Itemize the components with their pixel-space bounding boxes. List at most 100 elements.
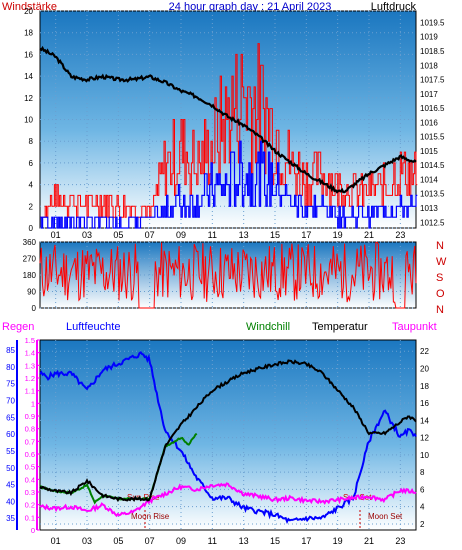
temp-tick-label: 14: [420, 416, 429, 425]
x-tick-label: 13: [239, 230, 249, 240]
x-tick-label: 07: [145, 536, 155, 546]
pressure-tick-label: 1013: [420, 204, 438, 213]
pressure-tick-label: 1017.5: [420, 76, 445, 85]
x-tick-label: 11: [208, 230, 217, 240]
wind-direction-line: [39, 241, 417, 309]
x-tick-label: 01: [51, 230, 61, 240]
temperature-line: [39, 359, 417, 503]
humidity-tick-label: 70: [6, 397, 15, 406]
compass-label: N: [436, 240, 444, 252]
temp-tick-label: 18: [420, 382, 429, 391]
legend-windchill: Windchill: [246, 321, 290, 333]
rain-tick-label: 0: [31, 526, 35, 535]
direction-axis: 0 90 180 270 360: [23, 238, 37, 313]
x-tick-label: 05: [113, 230, 123, 240]
pressure-tick-label: 1013.5: [420, 190, 445, 199]
x-tick-label: 11: [208, 536, 217, 546]
humidity-axis: 35 40 45 50 55 60 65 70 75 80 85: [6, 340, 18, 530]
x-tick-label: 17: [301, 536, 311, 546]
humidity-tick-label: 60: [6, 430, 15, 439]
pressure-line: [39, 45, 417, 194]
pressure-tick-label: 1017: [420, 90, 438, 99]
x-tick-label: 09: [176, 536, 186, 546]
temperature-axis: 2 4 6 8 10 12 14 16 18 20 22: [420, 347, 429, 529]
wind-tick-label: 14: [24, 72, 33, 81]
pressure-tick-label: 1016.5: [420, 104, 445, 113]
temp-tick-label: 8: [420, 468, 425, 477]
wind-tick-label: 2: [29, 202, 34, 211]
rain-tick-label: 0.2: [25, 501, 35, 510]
rain-tick-label: 1.4: [25, 349, 35, 358]
rain-tick-label: 0.7: [25, 437, 35, 446]
x-tick-label: 13: [239, 536, 249, 546]
humidity-tick-label: 40: [6, 497, 15, 506]
x-tick-label: 05: [113, 536, 123, 546]
x-tick-label: 23: [395, 536, 405, 546]
temperature-grid: [40, 340, 416, 530]
rain-tick-label: 0.6: [25, 450, 35, 459]
pressure-tick-label: 1019: [420, 33, 438, 42]
temp-tick-label: 16: [420, 399, 429, 408]
wind-tick-label: 16: [24, 50, 33, 59]
wind-average-line: [40, 140, 418, 229]
direction-tick-label: 270: [23, 255, 37, 264]
x-tick-label: 19: [333, 230, 343, 240]
humidity-tick-label: 75: [6, 380, 15, 389]
rain-tick-label: 0.9: [25, 412, 35, 421]
header-left: Windstärke: [2, 1, 57, 13]
header-title: 24 hour graph day : 21 April 2023: [169, 1, 332, 13]
x-tick-label: 03: [82, 536, 92, 546]
rain-tick-label: 0.5: [25, 463, 35, 472]
direction-tick-label: 180: [23, 271, 37, 280]
rain-tick-label: 1.5: [25, 336, 35, 345]
compass-label: O: [436, 288, 445, 300]
legend-luftfeuchte: Luftfeuchte: [66, 321, 120, 333]
dewpoint-line: [39, 482, 417, 518]
x-tick-label: 01: [51, 536, 61, 546]
compass-label: S: [436, 272, 443, 284]
moon-rise-label: Moon Rise: [131, 512, 170, 521]
rain-tick-label: 1.1: [25, 387, 35, 396]
humidity-tick-label: 45: [6, 481, 15, 490]
humidity-tick-label: 65: [6, 413, 15, 422]
compass-label: N: [436, 304, 444, 316]
pressure-tick-label: 1012.5: [420, 218, 445, 227]
direction-tick-label: 90: [27, 288, 36, 297]
x-tick-label: 07: [145, 230, 155, 240]
temp-tick-label: 10: [420, 451, 429, 460]
humidity-tick-label: 85: [6, 346, 15, 355]
humidity-tick-label: 55: [6, 447, 15, 456]
humidity-tick-label: 50: [6, 464, 15, 473]
header-right: Luftdruck: [371, 1, 417, 13]
temp-tick-label: 6: [420, 485, 425, 494]
wind-tick-label: 0: [29, 224, 34, 233]
legend-regen: Regen: [2, 321, 34, 333]
temp-tick-label: 2: [420, 520, 425, 529]
rain-tick-label: 0.1: [25, 513, 35, 522]
rain-axis: 0 0.1 0.2 0.3 0.4 0.5 0.6 0.7 0.8 0.9 1 1.1 1.2 1.3 1.…: [25, 336, 40, 535]
rain-tick-label: 1.2: [25, 374, 35, 383]
temp-tick-label: 4: [420, 503, 425, 512]
x-tick-label: 09: [176, 230, 186, 240]
x-tick-label: 15: [270, 230, 280, 240]
wind-tick-label: 10: [24, 116, 33, 125]
x-tick-label: 03: [82, 230, 92, 240]
pressure-tick-label: 1014.5: [420, 161, 445, 170]
x-tick-label: 15: [270, 536, 280, 546]
temp-tick-label: 12: [420, 434, 429, 443]
wind-tick-label: 12: [24, 94, 33, 103]
x-tick-label: 17: [301, 230, 311, 240]
rain-tick-label: 1: [31, 399, 35, 408]
pressure-tick-label: 1015.5: [420, 133, 445, 142]
wind-tick-label: 6: [29, 159, 34, 168]
pressure-tick-label: 1014: [420, 175, 438, 184]
x-axis-bottom: 01 03 05 07 09 11 13 15 17 19 21 23: [51, 536, 406, 546]
pressure-tick-label: 1018.5: [420, 47, 445, 56]
pressure-tick-label: 1015: [420, 147, 438, 156]
rain-tick-label: 1.3: [25, 361, 35, 370]
wind-axis: 0 2 4 6 8 10 12 14 16 18 20: [24, 7, 33, 233]
rain-tick-label: 0.4: [25, 475, 35, 484]
pressure-tick-label: 1019.5: [420, 18, 445, 27]
x-tick-label: 21: [364, 536, 374, 546]
